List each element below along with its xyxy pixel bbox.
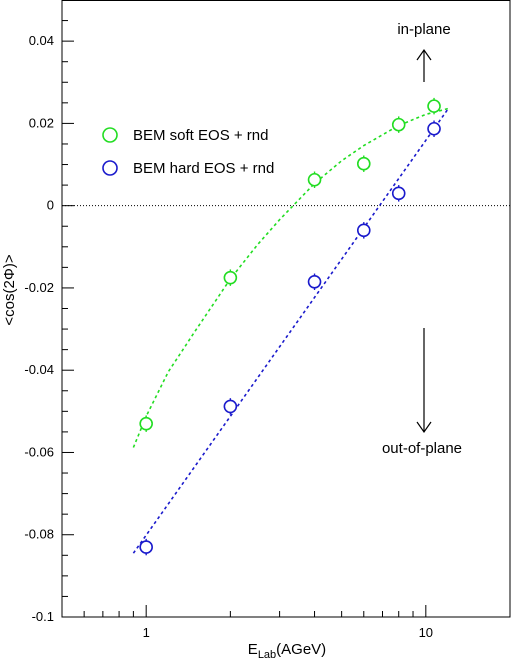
fit-curves [132,107,449,554]
annotations: in-plane out-of-plane [382,21,462,457]
data-point [427,99,441,113]
legend-marker [102,160,118,176]
x-tick-label: 1 [143,625,150,640]
x-tick-label: 10 [419,625,433,640]
data-point [223,270,238,285]
arrow-down-head-icon [416,421,432,434]
data-point [391,117,406,132]
x-axis-ticks: 1 10 [61,605,511,640]
y-tick-label: -0.04 [24,362,54,377]
x-axis-title: ELab(AGeV) [248,641,326,661]
data-point [223,399,238,414]
y-tick-label: 0.02 [29,115,54,130]
fit-curve-line [132,107,449,448]
data-point [356,156,371,171]
y-axis-title: <cos(2Φ)> [1,254,18,325]
data-point [139,416,153,431]
legend-label: BEM hard EOS + rnd [133,160,274,177]
annotation-label: in-plane [397,21,450,38]
y-tick-label: -0.02 [24,280,54,295]
y-tick-label: -0.08 [24,527,54,542]
plot-border [61,0,511,618]
data-point [391,186,406,201]
data-point [307,274,322,289]
legend-marker [102,127,118,143]
y-tick-label: -0.1 [32,609,54,624]
data-point [427,121,441,136]
y-tick-label: -0.06 [24,444,54,459]
annotation-label: out-of-plane [382,440,462,457]
legend-label: BEM soft EOS + rnd [133,127,268,144]
plot-frame [61,0,511,618]
data-point [307,172,322,187]
arrow-up-head-icon [416,48,432,61]
y-tick-label: 0 [47,198,54,213]
y-tick-label: 0.04 [29,33,54,48]
fit-curve-line [132,108,449,554]
data-point [139,540,153,554]
legend: BEM soft EOS + rnd BEM hard EOS + rnd [102,127,274,177]
y-axis-ticks: 0.04 0.02 0 -0.02 -0.04 -0.06 -0.08 -0.1 [24,0,74,624]
data-point [356,223,371,238]
data-points [139,97,441,556]
